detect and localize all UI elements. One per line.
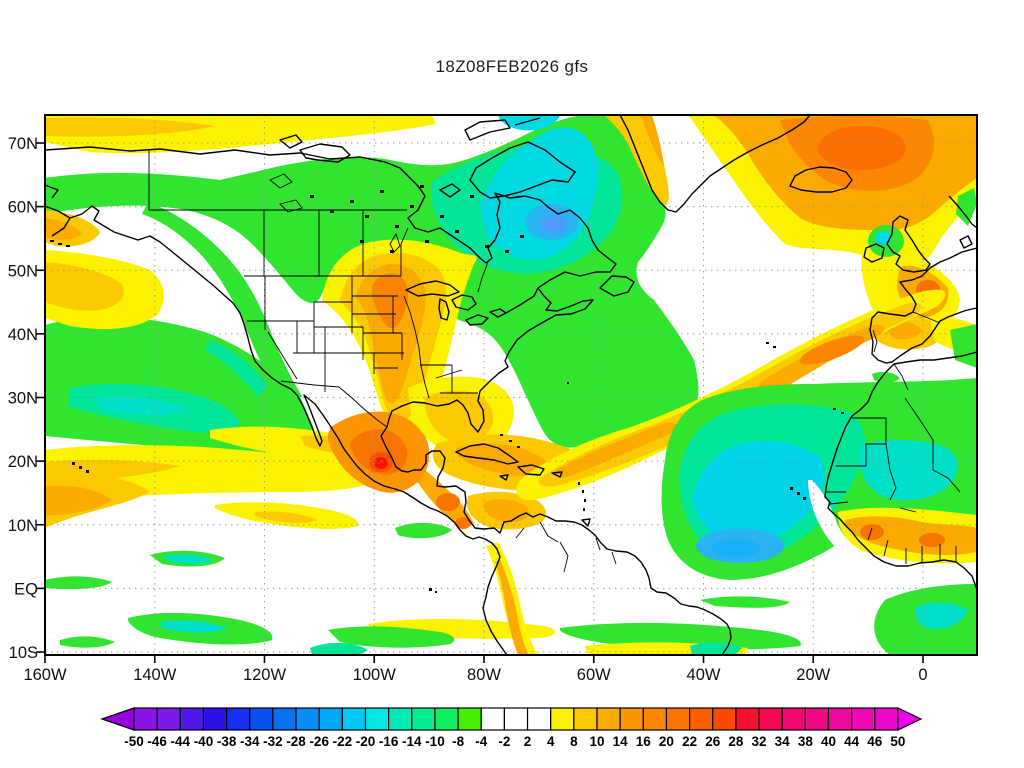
svg-text:20: 20: [659, 734, 674, 749]
svg-text:-26: -26: [309, 734, 329, 749]
svg-text:-16: -16: [379, 734, 399, 749]
svg-text:-34: -34: [240, 734, 260, 749]
svg-text:20W: 20W: [796, 666, 830, 684]
svg-text:-2: -2: [498, 734, 510, 749]
svg-text:60N: 60N: [8, 199, 38, 217]
svg-text:160W: 160W: [23, 666, 67, 684]
shading-layer: [45, 115, 977, 655]
svg-text:28: 28: [728, 734, 744, 749]
svg-text:-38: -38: [217, 734, 237, 749]
svg-text:40N: 40N: [8, 326, 38, 344]
svg-text:46: 46: [867, 734, 883, 749]
svg-text:140W: 140W: [133, 666, 177, 684]
svg-text:2: 2: [524, 734, 532, 749]
svg-text:4: 4: [547, 734, 555, 749]
svg-text:-22: -22: [333, 734, 353, 749]
svg-text:44: 44: [844, 734, 860, 749]
svg-text:14: 14: [613, 734, 629, 749]
svg-text:50N: 50N: [8, 262, 38, 280]
svg-text:10S: 10S: [9, 644, 38, 662]
island-dots: [50, 185, 844, 593]
title-run-id: 18Z08FEB2026 gfs: [435, 57, 589, 76]
svg-text:-40: -40: [194, 734, 214, 749]
color-scale-bar: -50 -46 -44 -40 -38 -34 -32 -28 -26 -22 -20 -16 -14-…: [100, 707, 923, 749]
coastlines-layer: [45, 115, 977, 655]
svg-text:-46: -46: [147, 734, 167, 749]
svg-text:40W: 40W: [687, 666, 721, 684]
svg-text:8: 8: [570, 734, 578, 749]
svg-text:34: 34: [775, 734, 791, 749]
svg-text:120W: 120W: [243, 666, 287, 684]
svg-text:-20: -20: [356, 734, 376, 749]
svg-text:0: 0: [918, 666, 927, 684]
grid-lines: [45, 115, 977, 655]
svg-text:-10: -10: [425, 734, 445, 749]
svg-text:60W: 60W: [577, 666, 611, 684]
svg-text:-44: -44: [171, 734, 191, 749]
svg-text:-28: -28: [286, 734, 306, 749]
svg-text:50: 50: [890, 734, 905, 749]
svg-text:10N: 10N: [8, 517, 38, 535]
svg-text:-32: -32: [263, 734, 283, 749]
svg-text:20N: 20N: [8, 453, 38, 471]
map-frame: [44, 114, 978, 656]
svg-text:100W: 100W: [353, 666, 397, 684]
svg-text:-14: -14: [402, 734, 422, 749]
svg-text:16: 16: [636, 734, 652, 749]
latitude-axis: 70N 60N 50N 40N 30N 20N 10N EQ 10S: [8, 135, 45, 662]
svg-text:EQ: EQ: [14, 580, 38, 598]
svg-text:26: 26: [705, 734, 721, 749]
svg-text:40: 40: [821, 734, 836, 749]
svg-text:-8: -8: [452, 734, 464, 749]
borders-layer: [148, 149, 961, 573]
svg-text:38: 38: [798, 734, 814, 749]
svg-text:70N: 70N: [8, 135, 38, 153]
svg-text:30N: 30N: [8, 390, 38, 408]
svg-text:32: 32: [752, 734, 767, 749]
svg-text:22: 22: [682, 734, 697, 749]
longitude-axis: 160W 140W 120W 100W 80W 60W 40W 20W 0: [23, 655, 928, 684]
svg-text:-4: -4: [475, 734, 487, 749]
svg-text:-50: -50: [124, 734, 144, 749]
svg-text:10: 10: [589, 734, 604, 749]
svg-text:80W: 80W: [467, 666, 501, 684]
